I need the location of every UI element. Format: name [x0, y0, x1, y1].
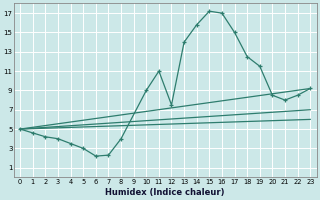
X-axis label: Humidex (Indice chaleur): Humidex (Indice chaleur)	[106, 188, 225, 197]
